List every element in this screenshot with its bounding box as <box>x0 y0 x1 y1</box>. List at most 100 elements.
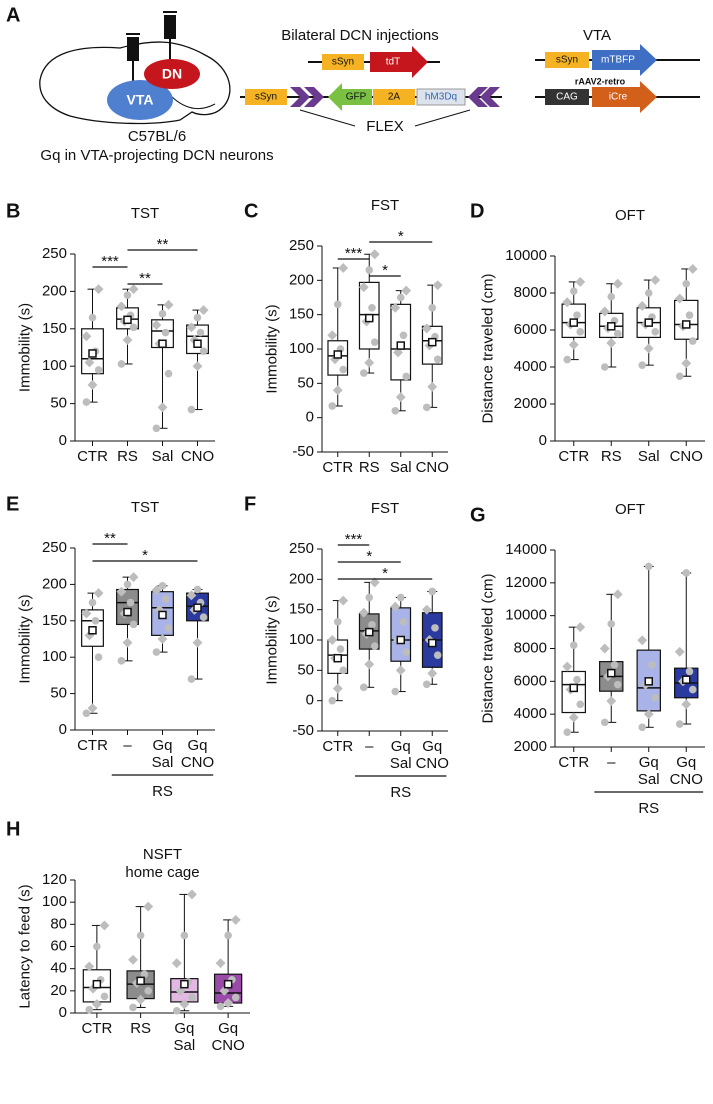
data-point <box>87 703 98 714</box>
linker <box>373 89 415 105</box>
y-tick-label: 50 <box>297 374 314 391</box>
x-tick-label: CTR <box>558 754 589 771</box>
y-tick-label: 8000 <box>514 284 547 301</box>
significance-label: * <box>398 228 404 245</box>
x-tick-label: Gq Sal <box>174 1020 196 1054</box>
data-point <box>339 365 348 374</box>
y-tick-label: 250 <box>42 245 67 262</box>
data-point <box>674 646 685 657</box>
x-tick-label: RS <box>359 459 380 476</box>
flex-bracket <box>414 109 471 127</box>
data-point <box>135 994 146 1005</box>
data-point <box>84 961 95 972</box>
data-point <box>569 641 578 650</box>
data-point <box>85 1005 94 1014</box>
panel-label: H <box>6 818 20 840</box>
panel-label: C <box>244 200 258 222</box>
x-tick-label: Gq CNO <box>211 1020 244 1054</box>
data-point <box>637 301 648 311</box>
data-point <box>192 361 203 372</box>
promoter <box>322 54 364 70</box>
y-tick-label: 0 <box>306 692 314 709</box>
mean-marker <box>333 350 342 359</box>
data-point <box>128 954 138 965</box>
chart-title: NSFT <box>143 846 182 863</box>
mean-marker <box>136 976 145 986</box>
data-point <box>359 369 368 377</box>
data-point <box>369 577 380 588</box>
data-point <box>648 661 656 669</box>
chart-title: FST <box>371 500 399 517</box>
data-point <box>94 653 103 661</box>
flex-bracket <box>299 109 356 127</box>
data-point <box>88 313 97 322</box>
data-point <box>651 328 660 336</box>
chart-subtitle: home cage <box>125 864 199 881</box>
y-tick-label: 250 <box>289 540 314 557</box>
data-point <box>370 642 379 650</box>
promoter <box>545 52 589 68</box>
data-point <box>428 587 437 596</box>
data-point <box>681 699 692 710</box>
x-tick-label: CNO <box>181 448 214 465</box>
data-point <box>427 381 438 392</box>
data-point <box>332 385 343 396</box>
group-label: RS <box>638 800 659 817</box>
construct-text: GFP <box>346 92 367 103</box>
data-point <box>399 618 408 626</box>
data-point <box>433 651 442 659</box>
gene-arrow <box>328 83 372 111</box>
x-tick-label: – <box>365 738 374 755</box>
data-point <box>192 637 203 648</box>
data-point <box>93 942 101 951</box>
data-point <box>91 617 100 625</box>
data-point <box>576 328 585 336</box>
y-tick-label: 0 <box>306 409 314 426</box>
region-label: VTA <box>127 92 154 108</box>
y-tick-label: 0 <box>59 721 67 738</box>
data-point <box>172 1006 181 1015</box>
data-point <box>128 284 139 295</box>
data-point <box>187 889 197 900</box>
data-point <box>687 264 698 274</box>
mean-marker <box>682 675 691 684</box>
data-point <box>612 278 623 289</box>
construct-text: CAG <box>556 92 578 103</box>
panel-label: E <box>6 493 19 515</box>
significance-label: *** <box>101 253 119 270</box>
data-point <box>358 607 369 618</box>
data-point <box>651 693 660 702</box>
mean-marker <box>158 610 167 620</box>
data-point <box>422 680 431 689</box>
panel-label: B <box>6 200 20 222</box>
panel-label: A <box>6 4 20 26</box>
x-tick-label: CTR <box>322 738 353 755</box>
data-point <box>688 337 697 345</box>
data-point <box>613 680 622 689</box>
data-point <box>613 329 622 338</box>
data-point <box>187 405 196 414</box>
x-tick-label: Sal <box>638 448 660 465</box>
data-point <box>675 372 684 381</box>
data-point <box>422 403 431 412</box>
y-tick-label: 40 <box>50 960 67 977</box>
mouse-line: C57BL/6 <box>128 128 186 145</box>
y-tick-label: 100 <box>289 340 314 357</box>
data-point <box>370 338 379 346</box>
data-point <box>575 276 586 287</box>
data-point <box>338 595 349 606</box>
schematic: A VTA DN C57BL/6 Gq in VTA-projecting DC… <box>6 4 700 164</box>
y-axis-label: Latency to feed (s) <box>16 884 33 1008</box>
y-tick-label: 200 <box>289 271 314 288</box>
data-point <box>576 700 585 709</box>
y-tick-label: 12000 <box>505 574 547 591</box>
data-point <box>391 687 400 696</box>
data-point <box>186 590 197 601</box>
construct-text: sSyn <box>255 92 277 103</box>
mean-marker <box>396 635 405 645</box>
mean-marker <box>180 979 189 989</box>
brain-detail <box>169 94 216 110</box>
data-point <box>685 311 694 320</box>
data-point <box>158 310 167 318</box>
mean-marker <box>193 603 202 612</box>
